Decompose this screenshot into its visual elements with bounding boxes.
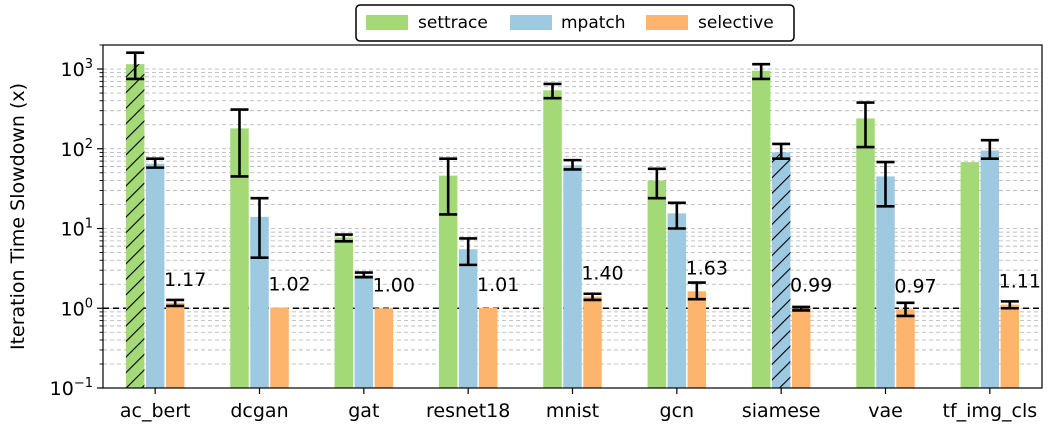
bar-mpatch <box>458 249 478 388</box>
bar-selective <box>791 308 811 388</box>
bar-settrace <box>438 175 458 388</box>
y-tick-label: 102 <box>61 137 93 161</box>
x-axis: ac_bert dcgan gat resnet18 mnist gcn siamese va… <box>120 388 1037 422</box>
bar-settrace <box>334 237 354 388</box>
data-label: 1.11 <box>999 271 1041 293</box>
bar-selective <box>165 302 185 388</box>
data-label: 1.01 <box>477 274 519 296</box>
bar-settrace <box>647 180 667 388</box>
legend-swatch-settrace <box>366 15 408 30</box>
bar-selective <box>374 308 394 388</box>
data-label: 0.97 <box>894 275 936 297</box>
x-tick-label: resnet18 <box>426 400 510 422</box>
x-tick-label: mnist <box>546 400 599 422</box>
bars-group <box>125 64 1020 389</box>
bar-selective <box>270 307 289 388</box>
bar-mpatch <box>250 216 269 388</box>
bar-selective <box>687 291 707 388</box>
y-tick-label: 10−1 <box>50 376 93 400</box>
bar-hatch <box>125 64 145 389</box>
x-tick-label: gcn <box>660 400 695 422</box>
data-label: 1.00 <box>373 274 415 296</box>
bar-settrace <box>856 118 875 388</box>
x-tick-label: gat <box>348 400 379 422</box>
data-label: 1.63 <box>686 257 728 279</box>
legend-label-settrace: settrace <box>418 13 488 33</box>
bar-settrace <box>230 128 249 388</box>
bar-selective <box>478 307 498 388</box>
legend: settrace mpatch selective <box>355 4 795 42</box>
bar-mpatch <box>563 165 582 388</box>
legend-label-selective: selective <box>698 13 774 33</box>
error-bars-group <box>126 51 1019 318</box>
x-tick-label: dcgan <box>230 400 288 422</box>
x-tick-label: vae <box>868 400 903 422</box>
data-labels-group: 1.17 1.02 1.00 1.01 1.40 1.63 0.99 0.97 1.11 <box>164 257 1041 297</box>
y-tick-label: 103 <box>61 57 93 81</box>
data-label: 1.17 <box>164 269 206 291</box>
bar-selective <box>1000 304 1020 388</box>
x-tick-label: ac_bert <box>120 400 191 422</box>
bar-settrace <box>543 90 562 389</box>
x-tick-label: siamese <box>742 400 821 422</box>
bar-mpatch <box>667 213 687 388</box>
y-axis-label: Iteration Time Slowdown (x) <box>7 83 29 350</box>
legend-box <box>355 4 795 42</box>
y-tick-label: 100 <box>61 296 93 320</box>
data-label: 1.40 <box>581 263 623 285</box>
x-tick-label: tf_img_cls <box>943 400 1038 422</box>
bar-mpatch <box>980 150 1000 388</box>
bar-hatch <box>771 152 791 388</box>
bar-mpatch <box>145 163 165 388</box>
y-tick-label: 101 <box>61 217 93 241</box>
bar-selective <box>583 296 602 388</box>
bar-mpatch <box>354 275 374 388</box>
data-label: 0.99 <box>790 275 832 297</box>
legend-label-mpatch: mpatch <box>561 13 626 33</box>
bar-settrace <box>960 162 980 388</box>
y-axis: 10−1 100 101 102 103 <box>50 44 103 400</box>
data-label: 1.02 <box>268 274 310 296</box>
legend-swatch-mpatch <box>510 15 552 30</box>
bar-selective <box>896 309 915 388</box>
legend-swatch-selective <box>646 15 688 30</box>
bar-settrace <box>751 70 771 389</box>
bar-mpatch <box>876 176 895 388</box>
